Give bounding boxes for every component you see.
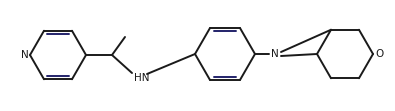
Text: N: N (271, 49, 279, 59)
Text: HN: HN (134, 73, 149, 83)
Text: N: N (21, 50, 29, 60)
Text: O: O (375, 49, 383, 59)
